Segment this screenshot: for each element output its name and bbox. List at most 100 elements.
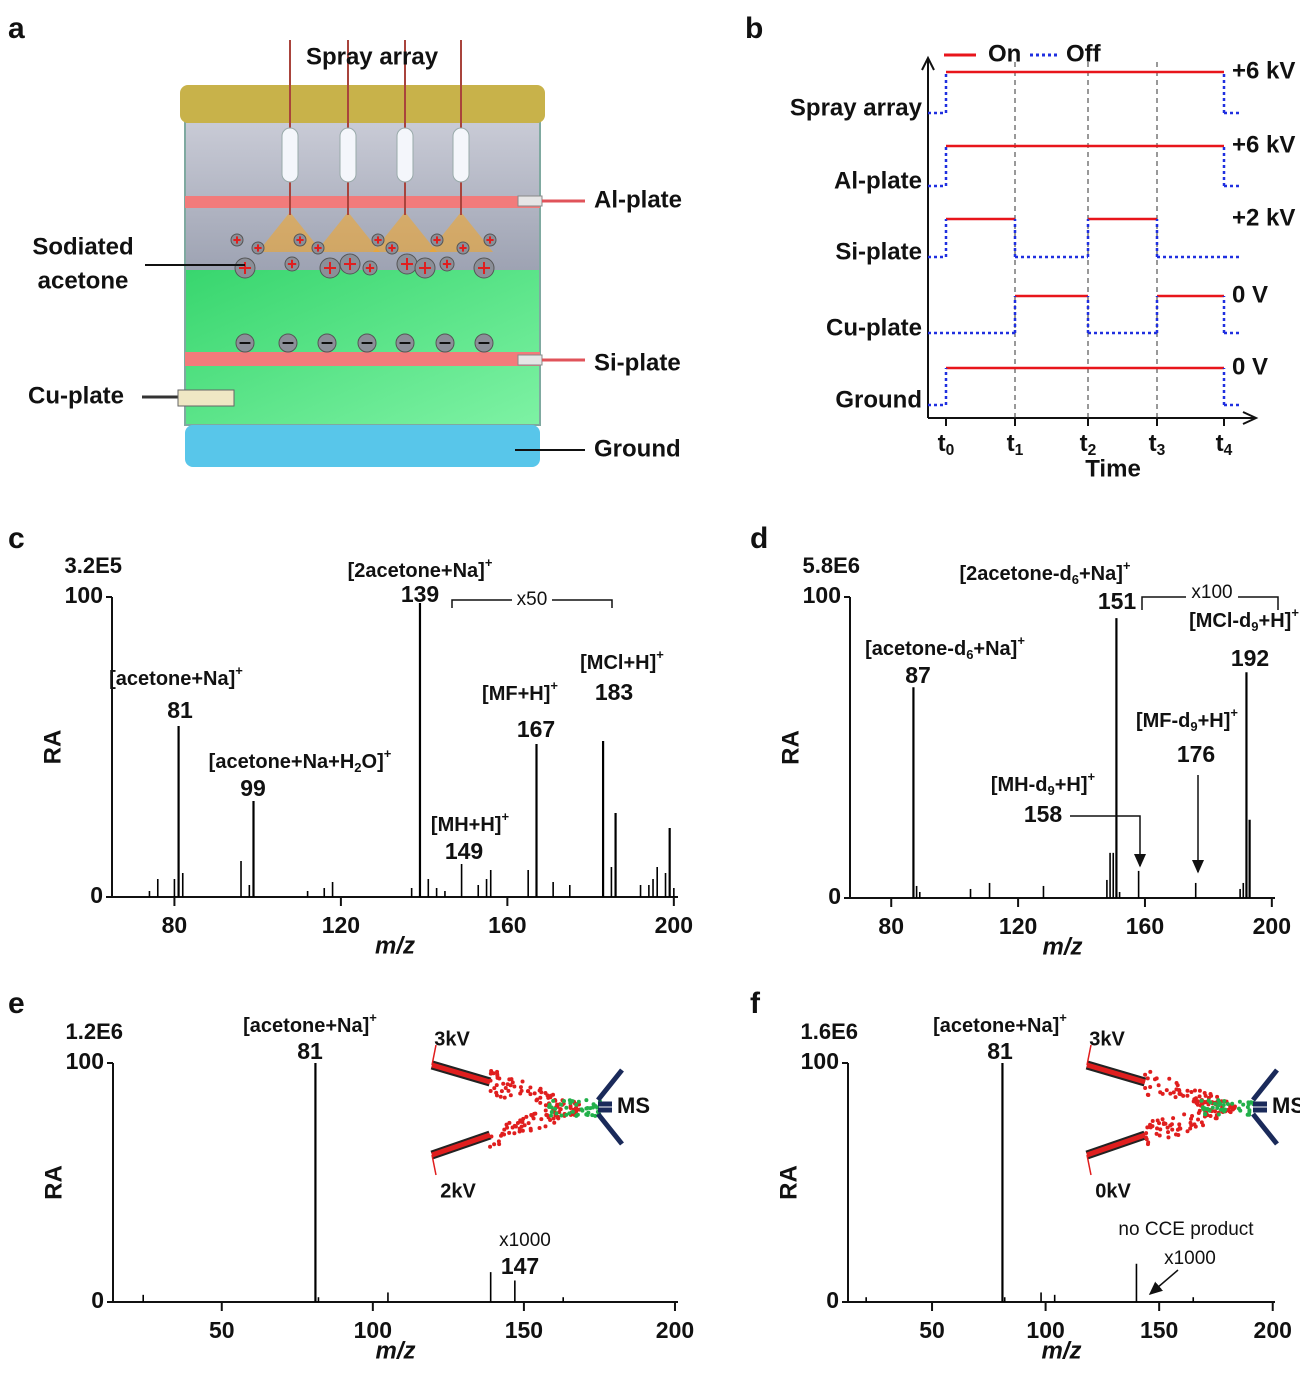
droplet <box>538 1086 543 1091</box>
droplet <box>517 1126 522 1131</box>
droplet <box>1166 1135 1171 1140</box>
connector <box>177 389 235 407</box>
droplet <box>1230 1101 1235 1106</box>
peak-annotation: [2acetone+Na]+ <box>348 555 493 582</box>
scale-label: 5.8E6 <box>803 553 861 578</box>
droplet <box>553 1106 558 1111</box>
magnification: x1000 <box>1164 1248 1216 1269</box>
droplet <box>1232 1106 1237 1111</box>
text-part: +H] <box>1198 710 1231 732</box>
al-plate <box>185 196 540 208</box>
capillary-core <box>431 1062 491 1085</box>
droplet <box>1168 1091 1173 1096</box>
peak-label: 87 <box>905 662 931 688</box>
legend-label: On <box>988 40 1021 67</box>
spectrum: e 1.2E6 0 100 50 100 150 200 m/z RA [acetone+Na]+8… <box>8 987 694 1364</box>
text-part: [acetone-d <box>865 638 966 660</box>
droplet <box>538 1100 543 1105</box>
droplet <box>1213 1109 1218 1114</box>
droplet <box>543 1108 548 1113</box>
y-axis-title: RA <box>39 730 66 765</box>
droplet <box>502 1095 507 1100</box>
y-tick-label: 100 <box>803 582 841 608</box>
x-tick-label: 80 <box>878 913 904 939</box>
droplet <box>1190 1113 1195 1118</box>
peak-annotation: [acetone+Na]+ <box>109 663 243 690</box>
droplet <box>1193 1124 1198 1129</box>
spectrum: f 1.6E6 0 100 50 100 150 200 m/z RA [acetone+Na]+8… <box>750 987 1300 1364</box>
ground-plate <box>185 425 540 467</box>
text-part: + <box>1059 1010 1067 1025</box>
text-part: 2 <box>1088 442 1097 459</box>
droplet <box>506 1088 511 1093</box>
droplet <box>1197 1094 1202 1099</box>
time-label: t3 <box>1149 430 1166 459</box>
droplet <box>1169 1122 1174 1127</box>
text-part: + <box>1088 769 1096 784</box>
text-part: t <box>1080 430 1088 457</box>
droplet <box>1182 1112 1187 1117</box>
droplet <box>507 1077 512 1082</box>
note: no CCE product <box>1118 1219 1254 1240</box>
droplet <box>1225 1101 1230 1106</box>
x-axis-title: m/z <box>1042 933 1082 960</box>
droplet <box>1176 1132 1181 1137</box>
row-label: Spray array <box>790 94 923 121</box>
level-label: 0 V <box>1232 353 1268 380</box>
droplet <box>1185 1088 1190 1093</box>
droplet <box>1166 1130 1171 1135</box>
capillary <box>452 127 470 183</box>
droplet <box>1181 1093 1186 1098</box>
text-part: + <box>501 809 509 824</box>
droplet <box>498 1094 503 1099</box>
droplet <box>1196 1099 1201 1104</box>
droplet <box>515 1121 520 1126</box>
bracket <box>1141 596 1279 610</box>
y-tick-label: 100 <box>66 1048 104 1074</box>
droplet <box>499 1089 504 1094</box>
droplet <box>545 1113 550 1118</box>
droplet <box>1160 1117 1165 1122</box>
droplet <box>502 1127 507 1132</box>
droplet <box>534 1098 539 1103</box>
text-part: 9 <box>1190 719 1197 734</box>
y-tick-label: 0 <box>828 883 841 909</box>
droplet <box>1185 1093 1190 1098</box>
droplet <box>546 1095 551 1100</box>
text-part: 6 <box>1072 572 1079 587</box>
peak-label: 192 <box>1231 645 1269 671</box>
peak-annotation: [MH-d9+H]+ <box>991 769 1096 798</box>
droplet <box>1241 1102 1246 1107</box>
text-part: [2acetone-d <box>960 563 1072 585</box>
droplet <box>539 1117 544 1122</box>
text-part: + <box>656 647 664 662</box>
text-part: + <box>1123 558 1131 573</box>
droplet <box>1157 1121 1162 1126</box>
droplet <box>520 1079 525 1084</box>
droplet <box>551 1116 556 1121</box>
droplet <box>551 1092 556 1097</box>
droplet <box>494 1090 499 1095</box>
droplet <box>1193 1096 1198 1101</box>
text-part: 3 <box>1157 442 1166 459</box>
text-part: t <box>1007 430 1015 457</box>
droplet <box>488 1071 493 1076</box>
text-part: + <box>235 663 243 678</box>
x-axis-title: m/z <box>375 1337 415 1364</box>
panel-letter: d <box>750 522 768 555</box>
x-tick-label: 120 <box>999 913 1037 939</box>
droplet <box>532 1091 537 1096</box>
droplet <box>524 1114 529 1119</box>
droplet <box>1158 1090 1163 1095</box>
text-part: + <box>1230 705 1238 720</box>
droplet <box>1196 1117 1201 1122</box>
plume <box>373 212 437 252</box>
droplet <box>559 1102 564 1107</box>
droplet <box>1228 1105 1233 1110</box>
droplet <box>1197 1088 1202 1093</box>
peak-annotation: [acetone-d6+Na]+ <box>865 633 1025 662</box>
peak-label: 81 <box>167 697 193 723</box>
droplet <box>530 1113 535 1118</box>
y-tick-label: 100 <box>65 582 103 608</box>
droplet <box>537 1125 542 1130</box>
